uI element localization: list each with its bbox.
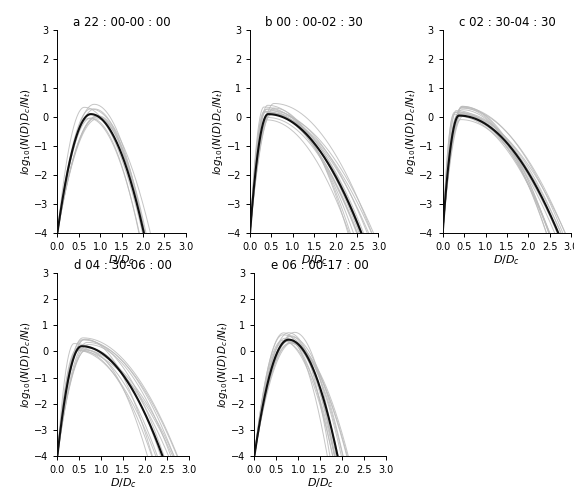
- X-axis label: $D/D_c$: $D/D_c$: [307, 476, 333, 490]
- X-axis label: $D/D_c$: $D/D_c$: [494, 254, 521, 267]
- Y-axis label: $log_{10}(N(D)\,D_c/N_t)$: $log_{10}(N(D)\,D_c/N_t)$: [404, 88, 418, 175]
- Y-axis label: $log_{10}(N(D)\,D_c/N_t)$: $log_{10}(N(D)\,D_c/N_t)$: [18, 88, 33, 175]
- Title: b 00 : 00-02 : 30: b 00 : 00-02 : 30: [265, 16, 363, 29]
- Title: a 22 : 00-00 : 00: a 22 : 00-00 : 00: [73, 16, 170, 29]
- Title: d 04 : 30-06 : 00: d 04 : 30-06 : 00: [74, 259, 172, 272]
- Title: e 06 : 00-17 : 00: e 06 : 00-17 : 00: [271, 259, 369, 272]
- Y-axis label: $log_{10}(N(D)\,D_c/N_t)$: $log_{10}(N(D)\,D_c/N_t)$: [216, 321, 230, 408]
- Y-axis label: $log_{10}(N(D)\,D_c/N_t)$: $log_{10}(N(D)\,D_c/N_t)$: [211, 88, 225, 175]
- X-axis label: $D/D_c$: $D/D_c$: [108, 254, 135, 267]
- X-axis label: $D/D_c$: $D/D_c$: [110, 476, 137, 490]
- Y-axis label: $log_{10}(N(D)\,D_c/N_t)$: $log_{10}(N(D)\,D_c/N_t)$: [18, 321, 33, 408]
- X-axis label: $D/D_c$: $D/D_c$: [301, 254, 328, 267]
- Title: c 02 : 30-04 : 30: c 02 : 30-04 : 30: [459, 16, 555, 29]
